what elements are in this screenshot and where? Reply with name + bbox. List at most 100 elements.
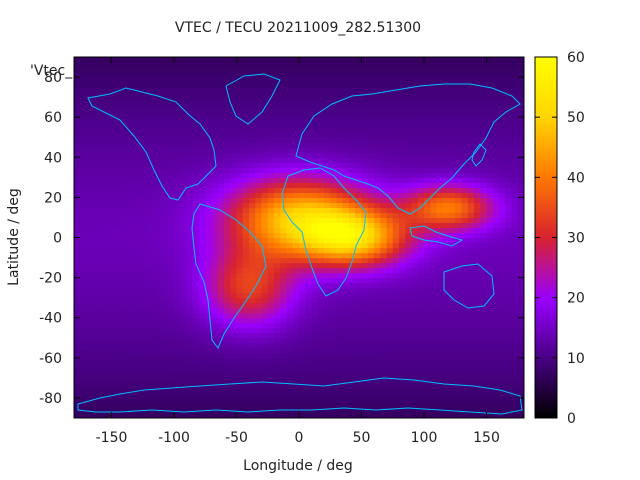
heatmap-cell (299, 382, 306, 389)
heatmap-cell (155, 242, 163, 249)
heatmap-cell (174, 82, 181, 88)
heatmap-cell (492, 262, 500, 269)
heatmap-cell (411, 82, 419, 88)
heatmap-cell (486, 307, 494, 314)
heatmap-cell (155, 352, 163, 359)
heatmap-cell (355, 247, 363, 254)
heatmap-cell (492, 277, 500, 284)
heatmap-cell (199, 332, 206, 339)
heatmap-cell (105, 187, 113, 193)
heatmap-cell (474, 77, 481, 83)
heatmap-cell (417, 352, 425, 359)
heatmap-cell (211, 212, 219, 219)
heatmap-cell (99, 132, 106, 138)
heatmap-cell (442, 202, 450, 209)
heatmap-cell (361, 402, 369, 409)
heatmap-cell (461, 257, 469, 264)
heatmap-cell (149, 282, 156, 289)
heatmap-cell (461, 117, 469, 123)
heatmap-cell (367, 387, 375, 394)
heatmap-cell (142, 397, 150, 404)
heatmap-cell (80, 187, 88, 193)
heatmap-cell (455, 172, 463, 178)
heatmap-cell (249, 257, 256, 264)
heatmap-cell (417, 247, 425, 254)
heatmap-cell (274, 357, 281, 364)
heatmap-cell (267, 362, 275, 369)
heatmap-cell (305, 242, 313, 249)
heatmap-cell (255, 387, 263, 394)
heatmap-cell (424, 77, 431, 83)
heatmap-cell (317, 142, 325, 148)
heatmap-cell (155, 382, 163, 389)
heatmap-cell (236, 262, 244, 269)
heatmap-cell (249, 112, 256, 118)
heatmap-cell (480, 112, 488, 118)
heatmap-cell (430, 132, 438, 138)
heatmap-cell (411, 257, 419, 264)
heatmap-cell (461, 377, 469, 384)
heatmap-cell (305, 292, 313, 299)
heatmap-cell (486, 312, 494, 319)
heatmap-cell (92, 207, 100, 214)
heatmap-cell (105, 202, 113, 209)
heatmap-cell (405, 367, 413, 374)
heatmap-cell (336, 287, 344, 294)
heatmap-cell (211, 307, 219, 314)
heatmap-cell (455, 252, 463, 259)
heatmap-cell (492, 307, 500, 314)
heatmap-cell (124, 177, 131, 183)
heatmap-cell (236, 372, 244, 379)
heatmap-cell (430, 237, 438, 244)
heatmap-cell (211, 302, 219, 309)
heatmap-cell (442, 142, 450, 148)
heatmap-cell (417, 267, 425, 274)
heatmap-cell (217, 297, 225, 304)
heatmap-cell (386, 162, 394, 168)
heatmap-cell (461, 272, 469, 279)
heatmap-cell (199, 282, 206, 289)
heatmap-cell (405, 397, 413, 404)
heatmap-cell (274, 337, 281, 344)
heatmap-cell (499, 237, 506, 244)
heatmap-cell (105, 122, 113, 128)
heatmap-cell (505, 242, 513, 249)
heatmap-cell (111, 392, 119, 399)
heatmap-cell (399, 172, 406, 178)
heatmap-cell (124, 157, 131, 163)
heatmap-cell (324, 122, 331, 128)
heatmap-cell (117, 77, 125, 83)
heatmap-cell (417, 82, 425, 88)
heatmap-cell (292, 242, 300, 249)
heatmap-cell (74, 267, 81, 274)
heatmap-cell (499, 207, 506, 214)
heatmap-cell (449, 252, 456, 259)
heatmap-cell (317, 412, 325, 418)
heatmap-cell (399, 132, 406, 138)
heatmap-cell (317, 97, 325, 103)
heatmap-cell (505, 87, 513, 93)
heatmap-cell (192, 162, 200, 168)
heatmap-cell (505, 172, 513, 178)
heatmap-cell (236, 317, 244, 324)
heatmap-cell (274, 237, 281, 244)
heatmap-cell (130, 247, 138, 254)
heatmap-cell (424, 377, 431, 384)
heatmap-cell (74, 302, 81, 309)
heatmap-cell (436, 317, 444, 324)
heatmap-cell (299, 407, 306, 414)
heatmap-cell (361, 282, 369, 289)
heatmap-cell (374, 312, 381, 319)
heatmap-cell (424, 357, 431, 364)
heatmap-cell (486, 232, 494, 239)
heatmap-cell (355, 187, 363, 193)
heatmap-cell (286, 207, 294, 214)
heatmap-cell (511, 362, 519, 369)
heatmap-cell (461, 332, 469, 339)
heatmap-cell (292, 222, 300, 229)
heatmap-cell (355, 257, 363, 264)
heatmap-cell (286, 117, 294, 123)
heatmap-cell (111, 217, 119, 224)
heatmap-cell (236, 297, 244, 304)
heatmap-cell (180, 122, 188, 128)
